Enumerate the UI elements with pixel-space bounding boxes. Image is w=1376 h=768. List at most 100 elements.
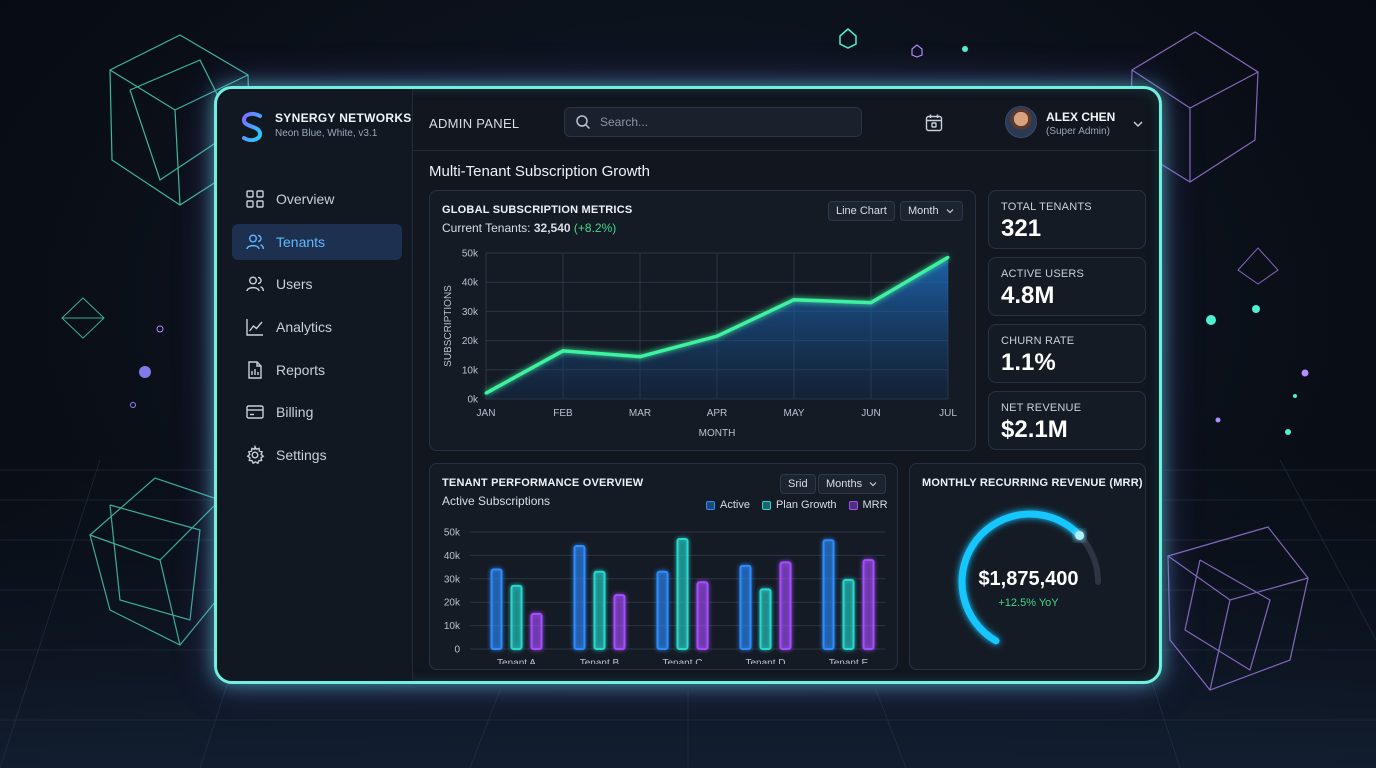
bar bbox=[676, 538, 689, 651]
x-tick-label: Tenant A bbox=[497, 658, 536, 664]
sidebar-item-label: Billing bbox=[276, 404, 314, 421]
grid-toggle-button[interactable]: Srid bbox=[780, 474, 816, 494]
topbar: ADMIN PANEL ALEX CHEN (Super Admin) bbox=[413, 89, 1159, 151]
stat-label: ACTIVE USERS bbox=[1001, 268, 1085, 280]
data-point bbox=[869, 301, 873, 305]
avatar[interactable] bbox=[1005, 106, 1037, 138]
period-select[interactable]: Month bbox=[900, 201, 963, 221]
sidebar-nav: Overview Tenants Users Analytics Reports… bbox=[232, 181, 402, 480]
x-tick-label: FEB bbox=[553, 408, 573, 419]
page-title: Multi-Tenant Subscription Growth bbox=[429, 163, 650, 180]
gear-icon bbox=[246, 445, 265, 465]
bar bbox=[510, 584, 523, 650]
stat-value: 4.8M bbox=[1001, 282, 1055, 309]
chevron-down-icon[interactable] bbox=[1131, 117, 1145, 131]
bar bbox=[613, 594, 626, 650]
y-tick-label: 40k bbox=[462, 278, 479, 289]
current-tenants-label: Current Tenants: bbox=[442, 221, 531, 235]
sidebar-item-label: Tenants bbox=[276, 233, 326, 250]
sidebar-item-users[interactable]: Users bbox=[232, 266, 402, 302]
bar bbox=[862, 559, 875, 650]
sidebar-item-analytics[interactable]: Analytics bbox=[232, 309, 402, 345]
x-tick-label: MAY bbox=[784, 408, 805, 419]
bar bbox=[696, 581, 709, 650]
legend-item: MRR bbox=[848, 499, 888, 511]
legend-swatch bbox=[706, 500, 715, 510]
y-tick-label: 20k bbox=[462, 336, 479, 347]
y-tick-label: 30k bbox=[462, 307, 479, 318]
legend-swatch bbox=[761, 500, 771, 510]
x-tick-label: JUL bbox=[939, 408, 957, 419]
calendar-icon[interactable] bbox=[924, 113, 944, 133]
user-group-icon bbox=[246, 276, 264, 292]
bar bbox=[779, 561, 792, 650]
stat-card-total-tenants: TOTAL TENANTS 321 bbox=[988, 190, 1146, 249]
card-title: TENANT PERFORMANCE OVERVIEW bbox=[442, 477, 644, 489]
sidebar-item-settings[interactable]: Settings bbox=[232, 437, 402, 473]
bar bbox=[759, 588, 772, 650]
months-select-value: Months bbox=[826, 478, 863, 490]
search-icon bbox=[576, 115, 591, 130]
data-point bbox=[638, 355, 642, 359]
subscription-line-chart: 0k 10k 20k 30k 40k 50k JAN FEB MAR APR MAY JUN JUL MO… bbox=[443, 249, 957, 440]
current-tenants: Current Tenants: 32,540 (+8.2%) bbox=[442, 221, 616, 235]
x-axis-label: MONTH bbox=[699, 428, 736, 439]
legend-swatch bbox=[848, 500, 858, 510]
brand: SYNERGY NETWORKS Neon Blue, White, v3.1 bbox=[239, 111, 412, 143]
synergy-logo-icon bbox=[241, 111, 262, 143]
current-tenants-change: (+8.2%) bbox=[573, 221, 617, 235]
credit-card-icon bbox=[246, 405, 264, 420]
months-select[interactable]: Months bbox=[818, 474, 887, 494]
brand-name: SYNERGY NETWORKS bbox=[275, 111, 412, 125]
stat-value: 321 bbox=[1001, 215, 1042, 242]
current-tenants-value: 32,540 bbox=[533, 221, 571, 235]
tenant-bar-chart: 0 10k 20k 30k 40k 50k Tenant A Tenant B Tenant C… bbox=[444, 528, 885, 664]
legend-item: Active bbox=[706, 499, 750, 511]
stat-value: 1.1% bbox=[1001, 349, 1056, 376]
line-chart-button[interactable]: Line Chart bbox=[828, 201, 895, 221]
search-box bbox=[564, 107, 862, 137]
legend-label: Active bbox=[720, 499, 750, 511]
document-icon bbox=[248, 361, 262, 379]
sidebar-item-label: Overview bbox=[276, 191, 335, 207]
global-metrics-card: GLOBAL SUBSCRIPTION METRICS Current Tena… bbox=[429, 190, 976, 451]
sidebar-item-overview[interactable]: Overview bbox=[232, 181, 402, 217]
area-fill bbox=[486, 257, 948, 399]
legend-item: Plan Growth bbox=[761, 499, 837, 511]
y-tick-label: 50k bbox=[444, 528, 461, 539]
sidebar-item-label: Settings bbox=[276, 447, 327, 464]
bar bbox=[842, 578, 855, 650]
bar bbox=[739, 564, 752, 650]
sidebar-item-tenants[interactable]: Tenants bbox=[232, 223, 402, 260]
user-name: ALEX CHEN bbox=[1046, 110, 1116, 124]
mrr-value: $1,875,400 bbox=[978, 568, 1079, 590]
card-subtitle: Active Subscriptions bbox=[442, 494, 551, 508]
bar bbox=[656, 570, 669, 650]
sidebar-item-reports[interactable]: Reports bbox=[232, 352, 402, 388]
period-select-value: Month bbox=[908, 205, 939, 217]
x-tick-label: JAN bbox=[477, 408, 496, 419]
data-point bbox=[792, 298, 796, 302]
data-point bbox=[715, 334, 719, 338]
x-tick-label: JUN bbox=[861, 408, 880, 419]
y-axis-label: SUBSCRIPTIONS bbox=[443, 285, 454, 367]
stat-card-net-revenue: NET REVENUE $2.1M bbox=[988, 391, 1146, 450]
bar bbox=[530, 612, 543, 650]
sidebar-item-billing[interactable]: Billing bbox=[232, 394, 402, 430]
sidebar-item-label: Analytics bbox=[276, 319, 333, 336]
sidebar: SYNERGY NETWORKS Neon Blue, White, v3.1 … bbox=[217, 89, 413, 681]
user-role: (Super Admin) bbox=[1046, 126, 1110, 137]
data-point bbox=[561, 349, 565, 353]
card-title: GLOBAL SUBSCRIPTION METRICS bbox=[442, 204, 633, 216]
bar bbox=[573, 545, 586, 650]
bar bbox=[593, 570, 606, 650]
x-tick-label: Tenant B bbox=[580, 658, 620, 664]
gauge-fill bbox=[958, 510, 1084, 645]
y-tick-label: 50k bbox=[462, 249, 479, 260]
search-input[interactable] bbox=[600, 115, 840, 129]
stat-card-active-users: ACTIVE USERS 4.8M bbox=[988, 257, 1146, 316]
sidebar-item-label: Reports bbox=[276, 361, 326, 378]
x-tick-label: MAR bbox=[629, 408, 651, 419]
x-tick-label: Tenant E bbox=[829, 658, 869, 664]
card-title: MONTHLY RECURRING REVENUE (MRR) bbox=[922, 477, 1143, 489]
